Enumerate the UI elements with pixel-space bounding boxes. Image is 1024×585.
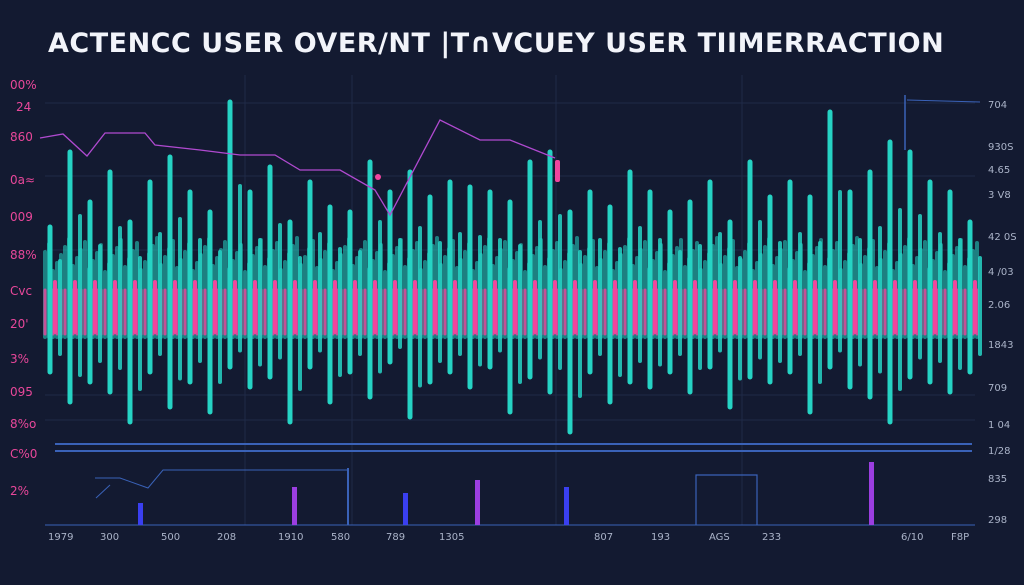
lower-panel [45,95,981,526]
y-left-tick: 860 [10,130,33,144]
y-left-tick: Cvc [10,284,33,298]
x-tick: 1979 [48,532,74,543]
x-tick: 1305 [439,532,465,543]
x-tick: 193 [651,532,671,543]
y-left-tick: 009 [10,210,33,224]
x-tick: 500 [161,532,181,543]
y-right-tick: 930S [988,142,1014,153]
x-tick: 300 [100,532,120,543]
y-right-tick: 298 [988,515,1008,526]
y-right-tick: 1 04 [988,420,1011,431]
x-tick: 789 [386,532,406,543]
y-left-tick: 00% [10,78,37,92]
y-right-tick: 1/28 [988,446,1011,457]
y-right-tick: 4.65 [988,165,1011,176]
y-right-tick: 1843 [988,340,1014,351]
x-tick: 6/10 [901,532,924,543]
y-left-tick: 24 [16,100,32,114]
y-left-tick: 20' [10,317,29,331]
lower-panel-bars [138,462,874,525]
y-right-tick: 2.06 [988,300,1011,311]
y-right-tick: 709 [988,383,1008,394]
y-right-tick: 4 /03 [988,267,1014,278]
y-left-tick: 8%o [10,417,37,431]
y-right-tick: 835 [988,474,1008,485]
interaction-bars [43,99,982,435]
x-tick: 233 [762,532,782,543]
x-tick: 1910 [278,532,304,543]
x-tick: 580 [331,532,351,543]
y-left-tick: 3% [10,352,30,366]
x-tick: AGS [709,532,730,543]
chart-title: ACTENCC USER OVER/NT |T∩VCUEY USER TIIME… [48,28,945,59]
y-right-tick: 704 [988,100,1008,111]
y-left-tick: 095 [10,385,33,399]
x-tick: 807 [594,532,614,543]
x-tick: F8P [951,532,970,543]
y-left-tick: 2% [10,484,30,498]
y-right-tick: 42 0S [988,232,1017,243]
trend-line [39,119,560,217]
y-left-tick: 0a≈ [10,173,36,187]
y-right-tick: 3 V8 [988,190,1011,201]
y-left-tick: 88% [10,248,37,262]
y-left-tick: C%0 [10,447,38,461]
x-tick: 208 [217,532,237,543]
